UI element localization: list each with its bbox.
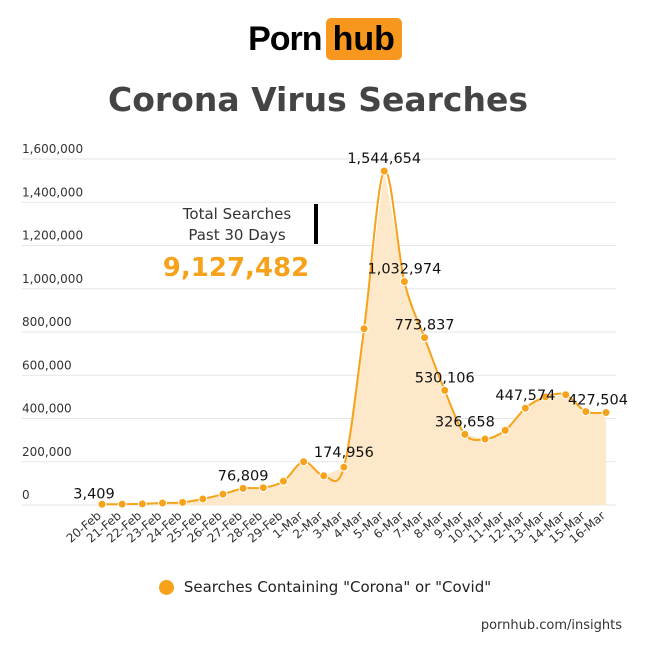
y-tick-label: 1,400,000 [22, 185, 83, 199]
data-label: 447,574 [495, 388, 555, 404]
data-point [117, 499, 127, 509]
data-point [561, 390, 571, 400]
data-point [218, 489, 228, 499]
data-point [319, 471, 329, 481]
series-line [101, 169, 607, 506]
data-point [440, 385, 450, 395]
data-point [278, 476, 288, 486]
annotation-line1: Total Searches [182, 205, 292, 223]
logo-word: Porn [248, 19, 322, 58]
legend: Searches Containing "Corona" or "Covid" [0, 578, 650, 596]
data-point [258, 483, 268, 493]
data-point [399, 277, 409, 287]
legend-marker-icon [158, 579, 174, 595]
data-point [581, 407, 591, 417]
data-point [157, 498, 167, 508]
data-point [97, 499, 107, 509]
y-tick-label: 0 [22, 488, 30, 502]
data-label: 530,106 [415, 370, 475, 386]
y-tick-label: 800,000 [22, 315, 72, 329]
data-label: 427,504 [568, 393, 628, 409]
data-point [198, 494, 208, 504]
data-point [238, 483, 248, 493]
data-point [480, 434, 490, 444]
data-point [500, 425, 510, 435]
data-point [137, 499, 147, 509]
data-point [339, 462, 349, 472]
y-tick-label: 200,000 [22, 445, 72, 459]
data-point [460, 429, 470, 439]
source-link[interactable]: pornhub.com/insights [480, 618, 622, 633]
data-label: 76,809 [218, 468, 269, 484]
data-label: 3,409 [73, 486, 115, 502]
y-tick-label: 1,200,000 [22, 229, 83, 243]
data-point [601, 408, 611, 418]
chart-title: Corona Virus Searches [107, 80, 529, 119]
data-label: 326,658 [435, 414, 495, 430]
data-label: 773,837 [395, 318, 455, 334]
data-point [299, 457, 309, 467]
y-tick-label: 400,000 [22, 402, 72, 416]
data-point [541, 392, 551, 402]
data-point [379, 166, 389, 176]
annotation-line2: Past 30 Days [188, 226, 286, 244]
annotation-total: 9,127,482 [163, 253, 309, 283]
area-fill [102, 170, 606, 505]
y-tick-label: 1,600,000 [22, 142, 83, 156]
legend-label: Searches Containing "Corona" or "Covid" [183, 578, 492, 596]
pornhub-logo: Porn hub [0, 18, 650, 60]
y-tick-label: 1,000,000 [22, 272, 83, 286]
data-label: 174,956 [314, 445, 374, 461]
data-label: 1,032,974 [368, 262, 442, 278]
data-point [520, 403, 530, 413]
data-point [359, 324, 369, 334]
data-point [178, 497, 188, 507]
y-tick-label: 600,000 [22, 358, 72, 372]
data-label: 1,544,654 [347, 151, 421, 167]
logo-box: hub [325, 18, 402, 60]
data-point [420, 333, 430, 343]
